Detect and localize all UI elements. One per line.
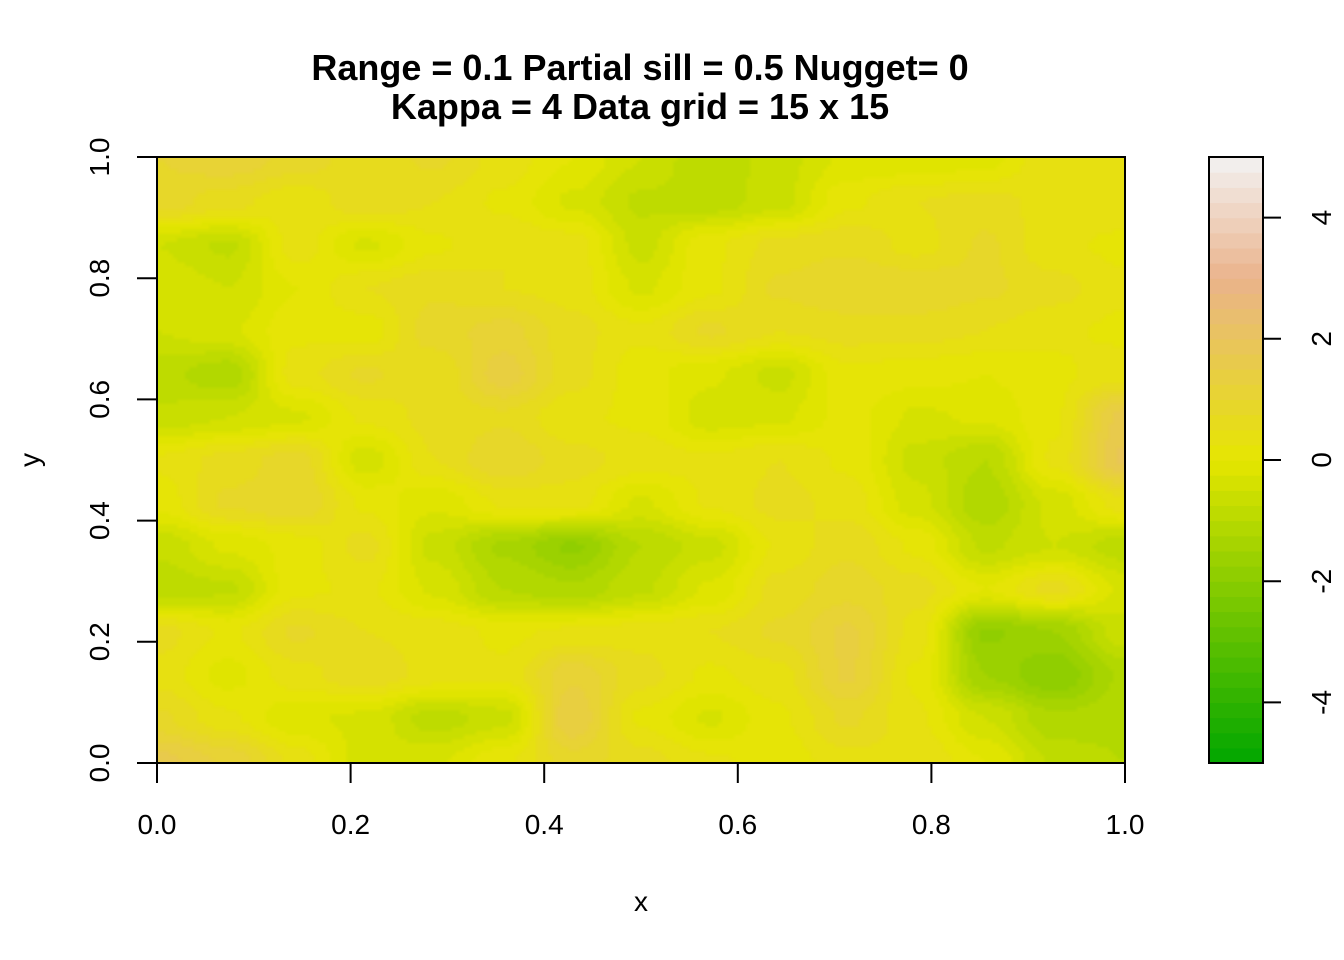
y-tick-label: 0.8 [84,259,115,298]
legend-band [1209,581,1263,597]
legend-band [1209,656,1263,673]
legend-tick-label: -2 [1306,569,1337,594]
legend-band [1209,460,1263,476]
legend-band [1209,353,1263,370]
legend-band [1209,414,1263,431]
legend-band [1209,429,1263,446]
chart-title-line-2: Kappa = 4 Data grid = 15 x 15 [391,86,889,127]
x-tick-label: 0.0 [138,809,177,840]
legend-band [1209,672,1263,688]
color-legend: -4 -2 0 2 4 [1208,156,1337,764]
y-tick-label: 1.0 [84,138,115,177]
chart-title-line-1: Range = 0.1 Partial sill = 0.5 Nugget= 0 [311,47,968,88]
legend-band [1209,263,1263,279]
legend-band [1209,505,1263,522]
legend-band [1209,384,1263,400]
legend-band [1209,278,1263,294]
legend-band [1209,187,1263,204]
legend-band [1209,550,1263,567]
legend-band [1209,323,1263,340]
y-tick-label: 0.2 [84,622,115,661]
y-tick-label: 0.0 [84,744,115,783]
x-tick-label: 0.2 [331,809,370,840]
y-tick-label: 0.6 [84,380,115,419]
legend-band [1209,202,1263,219]
legend-band [1209,535,1263,552]
x-axis: 0.0 0.2 0.4 0.6 0.8 1.0 [138,762,1145,840]
legend-band [1209,732,1263,749]
y-axis-label: y [14,453,45,467]
legend-tick-label: -4 [1306,690,1337,715]
x-tick-label: 1.0 [1106,809,1145,840]
legend-tick-label: 0 [1306,452,1337,468]
legend-band [1209,702,1263,719]
legend-tick-label: 4 [1306,210,1337,226]
legend-band [1209,293,1263,310]
legend-tick-label: 2 [1306,331,1337,347]
legend-band [1209,747,1263,764]
legend-band [1209,566,1263,582]
legend-band [1209,475,1263,491]
legend-band [1209,157,1263,173]
legend-band [1209,444,1263,461]
legend-band [1209,596,1263,613]
legend-band [1209,172,1263,188]
legend-band [1209,687,1263,703]
y-tick-label: 0.4 [84,501,115,540]
x-tick-label: 0.8 [912,809,951,840]
heatmap-field [157,157,1125,763]
legend-band [1209,717,1263,734]
legend-band [1209,232,1263,249]
legend-band [1209,641,1263,658]
legend-band [1209,399,1263,416]
x-tick-label: 0.6 [718,809,757,840]
x-tick-label: 0.4 [525,809,564,840]
legend-band [1209,247,1263,264]
legend-band [1209,338,1263,355]
legend-band [1209,626,1263,643]
legend-band [1209,308,1263,325]
x-axis-label: x [634,886,648,917]
legend-band [1209,490,1263,507]
y-axis: 0.0 0.2 0.4 0.6 0.8 1.0 [84,138,158,783]
legend-band [1209,217,1263,234]
legend-band [1209,520,1263,537]
legend-band [1209,611,1263,628]
legend-band [1209,369,1263,385]
